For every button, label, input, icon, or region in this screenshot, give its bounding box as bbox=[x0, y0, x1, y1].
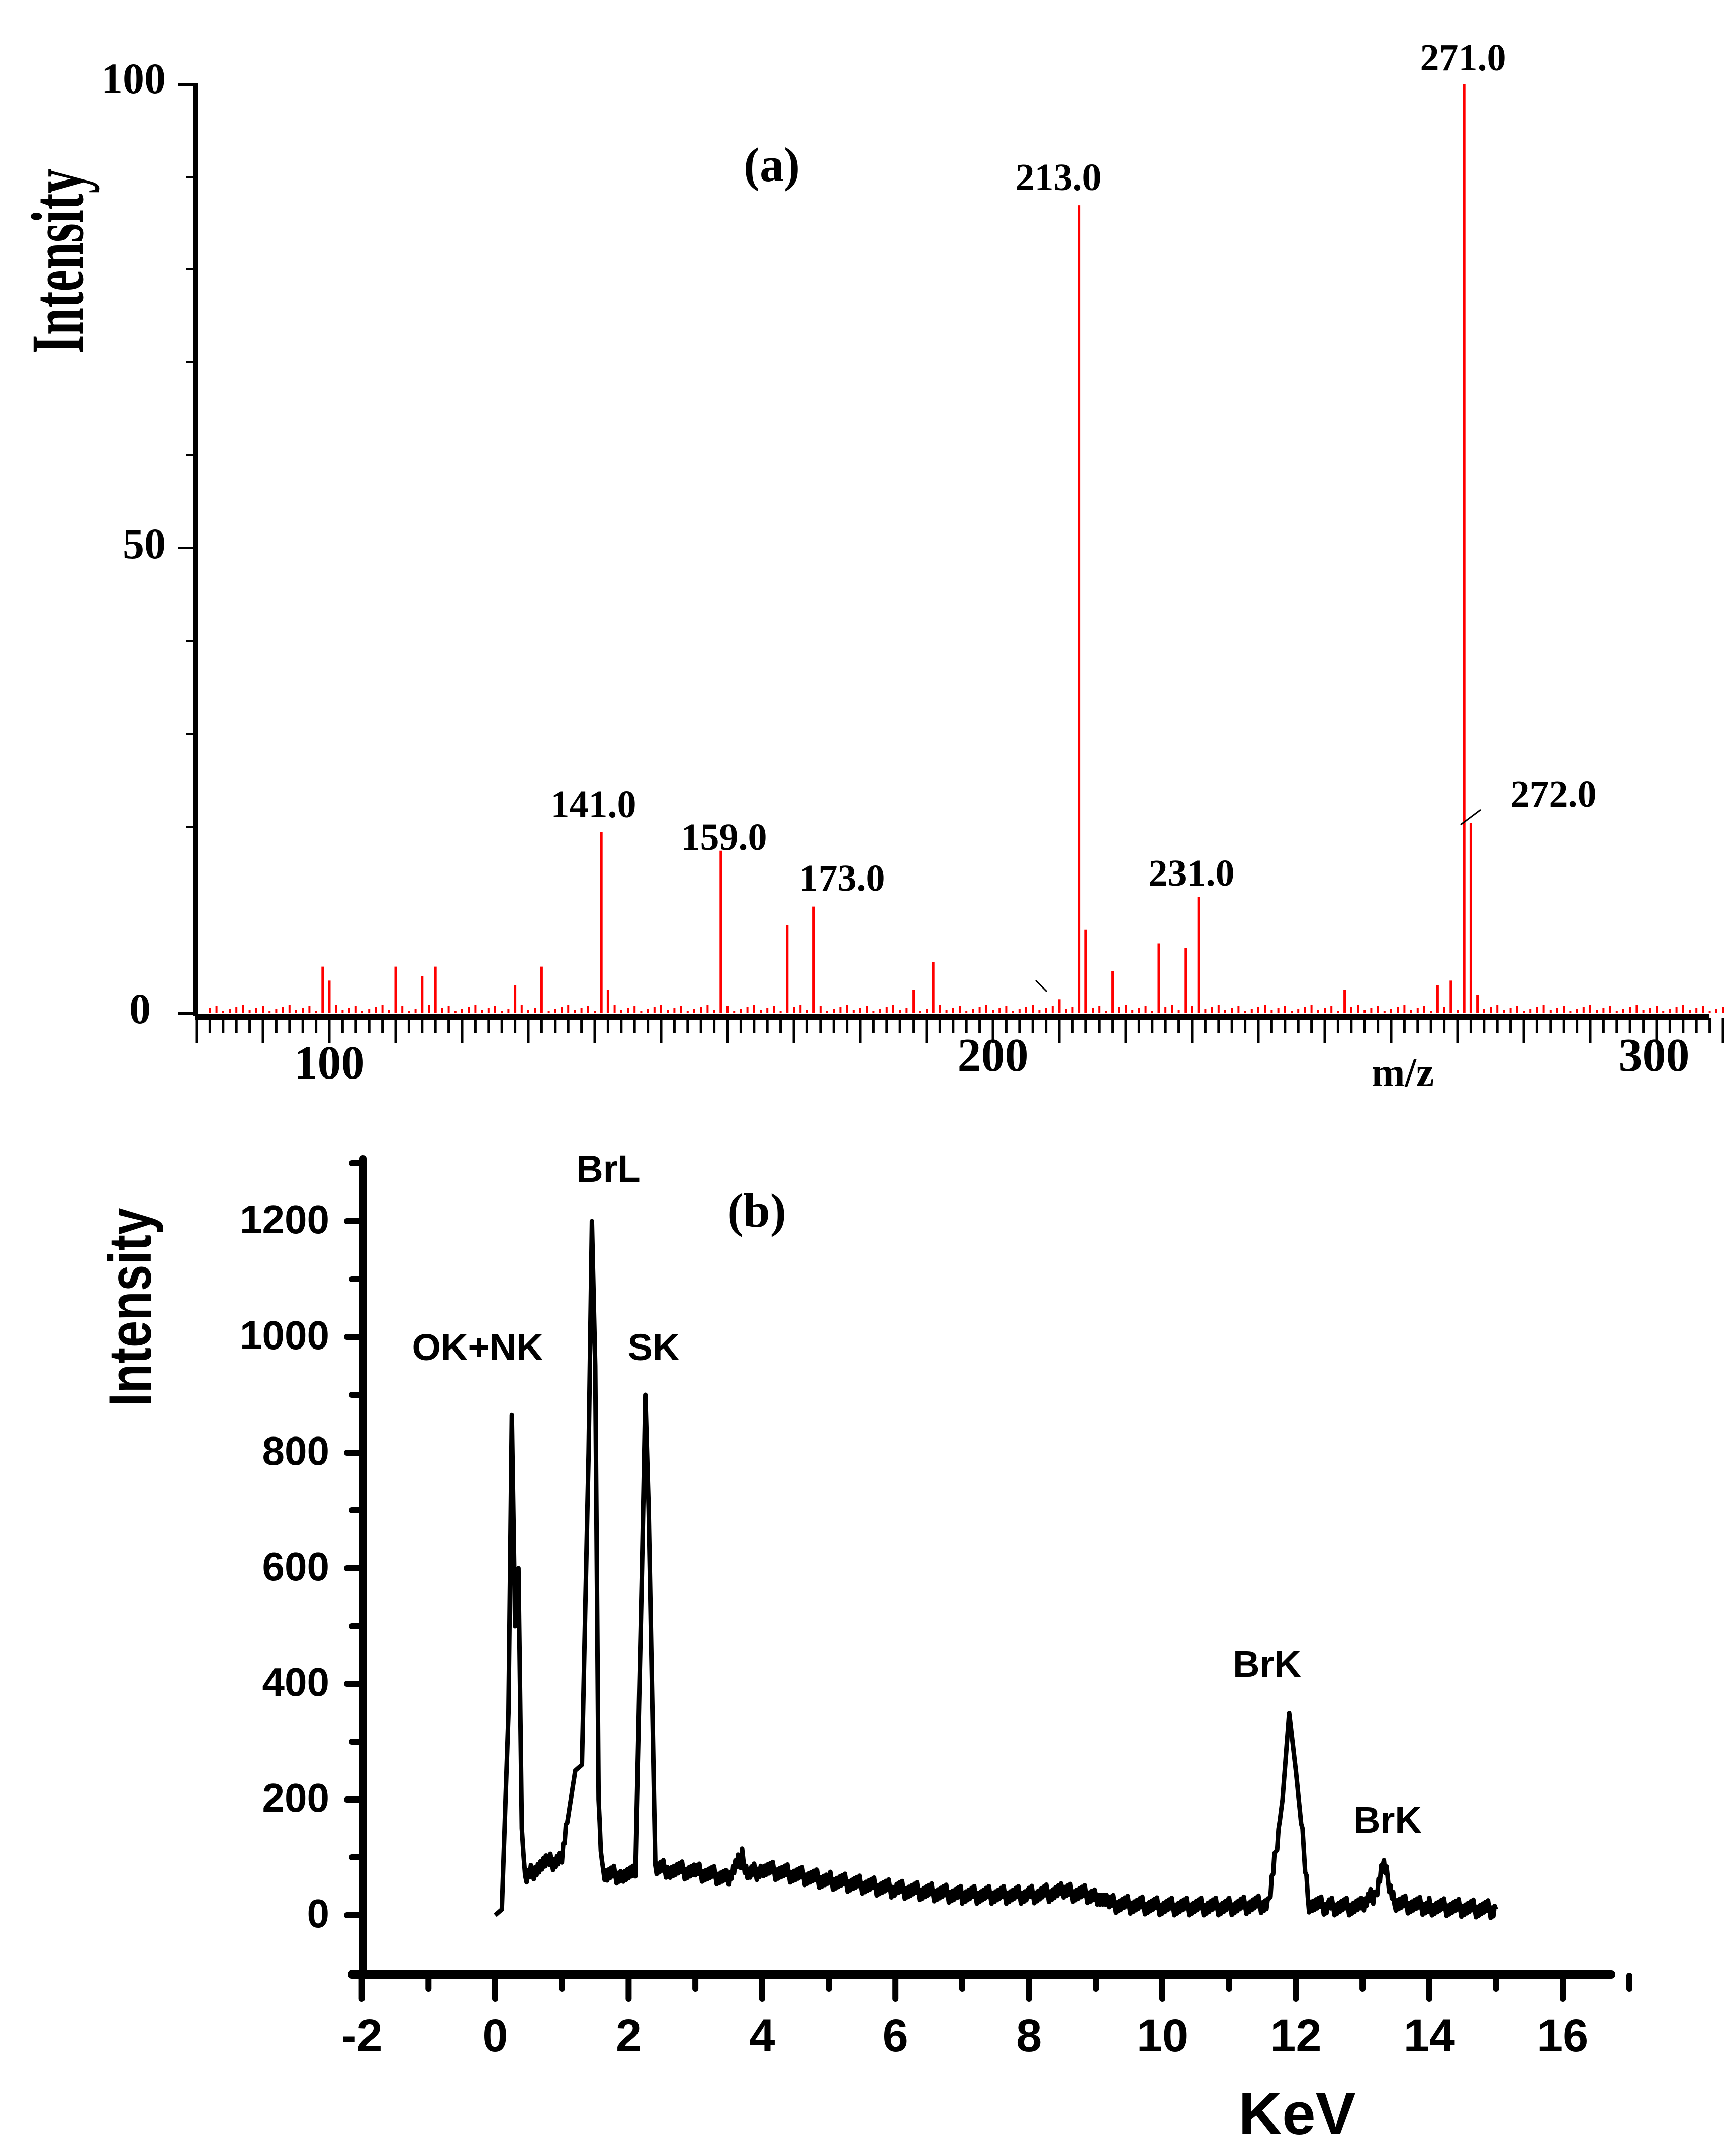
peak-label: 173.0 bbox=[799, 857, 885, 900]
peak-label: 271.0 bbox=[1420, 37, 1506, 79]
x-tick-label: 16 bbox=[1537, 2010, 1588, 2061]
edx-spectrum-chart: 1200 1000 800 600 400 200 0 -2 0 2 4 6 8 10 12 1… bbox=[97, 1148, 1632, 2147]
y-tick-label: 1000 bbox=[240, 1313, 329, 1358]
y-tick-label: 1200 bbox=[240, 1197, 329, 1242]
peak-annotation: BrK bbox=[1233, 1643, 1301, 1685]
x-tick-label: 300 bbox=[1619, 1029, 1690, 1082]
x-tick-label: 12 bbox=[1270, 2010, 1321, 2061]
x-tick-labels: -2 0 2 4 6 8 10 12 14 16 bbox=[341, 2010, 1589, 2061]
y-axis-label: Intensity bbox=[16, 169, 100, 354]
spectrum-line bbox=[494, 1219, 1498, 1920]
peak-label: 231.0 bbox=[1149, 852, 1235, 894]
x-tick-label: -2 bbox=[341, 2010, 383, 2061]
y-axis-label: Intensity bbox=[97, 1208, 164, 1407]
x-tick-label: 14 bbox=[1404, 2010, 1455, 2061]
y-tick-label: 600 bbox=[262, 1544, 329, 1589]
peak-annotation: BrL bbox=[576, 1148, 640, 1190]
label-leader-line bbox=[1460, 809, 1481, 826]
x-tick-label: 100 bbox=[294, 1037, 365, 1089]
y-tick-label: 100 bbox=[101, 54, 166, 103]
spectrum-peaks bbox=[321, 84, 1479, 1013]
baseline-noise bbox=[209, 1005, 1724, 1013]
peak-annotation: BrK bbox=[1353, 1799, 1422, 1841]
peak-label: 159.0 bbox=[681, 816, 767, 858]
x-tick-label: 4 bbox=[749, 2010, 775, 2061]
peak-annotation: OK+NK bbox=[412, 1326, 543, 1368]
y-tick-label: 800 bbox=[262, 1428, 329, 1473]
x-tick-label: 2 bbox=[616, 2010, 642, 2061]
x-axis-ticks bbox=[358, 1973, 1632, 2002]
y-tick-label: 400 bbox=[262, 1660, 329, 1704]
x-axis-label: m/z bbox=[1372, 1051, 1434, 1095]
y-tick-label: 0 bbox=[307, 1891, 330, 1936]
panel-label: (b) bbox=[727, 1184, 786, 1237]
peak-label: 272.0 bbox=[1511, 773, 1597, 816]
x-tick-label: 0 bbox=[482, 2010, 508, 2061]
y-tick-label: 50 bbox=[123, 519, 166, 568]
x-axis-label: KeV bbox=[1238, 2080, 1355, 2147]
x-tick-label: 200 bbox=[958, 1029, 1029, 1082]
y-tick-label: 200 bbox=[262, 1775, 329, 1820]
peak-label: 213.0 bbox=[1016, 156, 1102, 199]
x-tick-label: 8 bbox=[1016, 2010, 1042, 2061]
x-tick-label: 6 bbox=[883, 2010, 908, 2061]
x-axis-ticks bbox=[195, 1018, 1724, 1043]
peak-annotation: SK bbox=[628, 1326, 680, 1368]
peak-label: 141.0 bbox=[551, 783, 636, 826]
y-tick-label: 0 bbox=[129, 984, 151, 1033]
label-leader-line bbox=[1035, 979, 1048, 993]
mass-spectrum-chart: 100 50 0 100 200 300 m/z Intensity (a) 1… bbox=[16, 37, 1724, 1095]
panel-label: (a) bbox=[744, 138, 800, 192]
x-tick-label: 10 bbox=[1137, 2010, 1188, 2061]
